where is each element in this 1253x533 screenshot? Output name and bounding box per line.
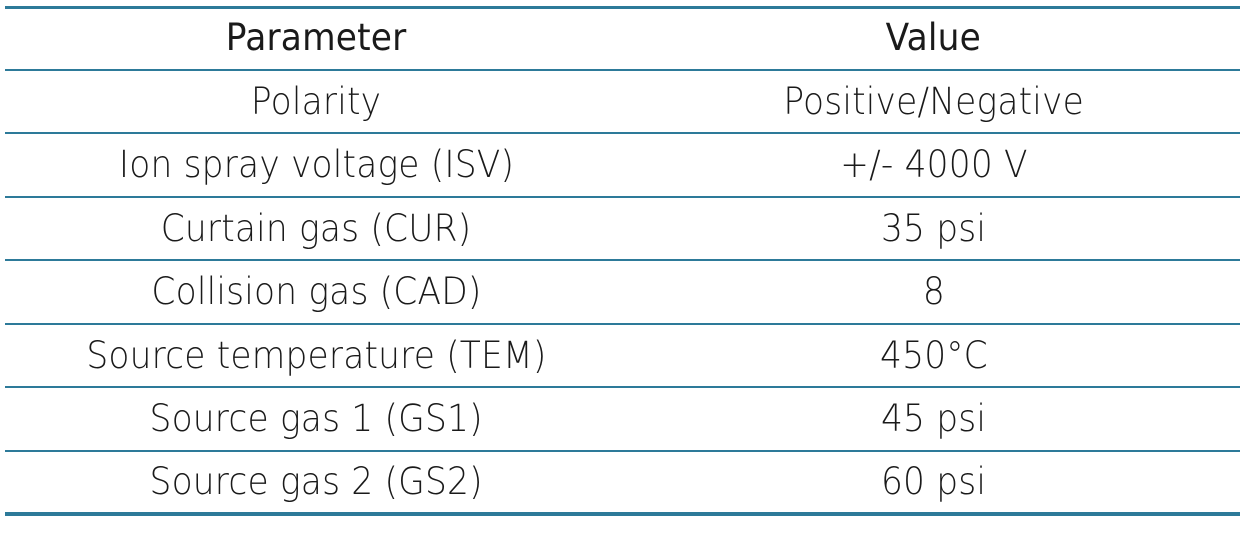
- value-cell: 450°C: [627, 323, 1240, 388]
- value-cell: 45 psi: [627, 387, 1240, 452]
- column-header-parameter: Parameter: [5, 6, 627, 71]
- value-cell: 60 psi: [627, 450, 1240, 516]
- parameter-cell: Curtain gas (CUR): [5, 196, 627, 261]
- table-header-row: Parameter Value: [5, 6, 1240, 71]
- table-row: Curtain gas (CUR) 35 psi: [5, 196, 1240, 261]
- parameter-table-container: Parameter Value Polarity Positive/Negati…: [5, 6, 1240, 516]
- table-row: Source gas 1 (GS1) 45 psi: [5, 387, 1240, 452]
- parameter-cell: Source gas 1 (GS1): [5, 387, 627, 452]
- value-cell: Positive/Negative: [627, 69, 1240, 134]
- value-cell: 8: [627, 260, 1240, 325]
- value-cell: +/- 4000 V: [627, 133, 1240, 198]
- parameter-cell: Source temperature (TEM): [5, 323, 627, 388]
- parameter-cell: Polarity: [5, 69, 627, 134]
- parameter-cell: Collision gas (CAD): [5, 260, 627, 325]
- table-row: Collision gas (CAD) 8: [5, 260, 1240, 325]
- parameter-cell: Ion spray voltage (ISV): [5, 133, 627, 198]
- previous-content-fragment: [0, 0, 1253, 4]
- parameter-table: Parameter Value Polarity Positive/Negati…: [5, 6, 1240, 516]
- parameter-cell: Source gas 2 (GS2): [5, 450, 627, 516]
- column-header-value: Value: [627, 6, 1240, 71]
- value-cell: 35 psi: [627, 196, 1240, 261]
- table-row: Source temperature (TEM) 450°C: [5, 323, 1240, 388]
- table-row: Source gas 2 (GS2) 60 psi: [5, 450, 1240, 516]
- table-row: Ion spray voltage (ISV) +/- 4000 V: [5, 133, 1240, 198]
- table-row: Polarity Positive/Negative: [5, 69, 1240, 134]
